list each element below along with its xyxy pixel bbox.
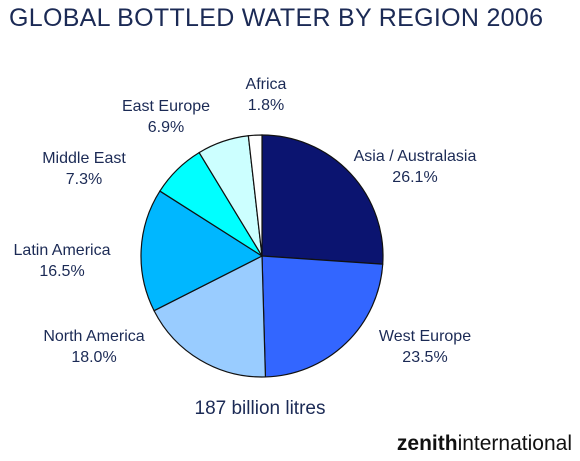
slice-label-north-america: North America 18.0% (43, 326, 144, 368)
logo-bold-text: zenith (396, 432, 458, 455)
slice-name: East Europe (121, 98, 211, 115)
pie-slice-asia-australasia (261, 134, 384, 265)
slice-value: 23.5% (402, 349, 448, 366)
slice-name: Middle East (42, 150, 126, 167)
pie-slice-north-america (153, 255, 267, 378)
slice-name: North America (43, 328, 145, 345)
slice-label-east-europe: East Europe 6.9% (122, 96, 210, 138)
chart-title: GLOBAL BOTTLED WATER BY REGION 2006 (9, 4, 544, 32)
slice-name: Latin America (13, 242, 111, 259)
pie-slice-africa (247, 134, 263, 257)
slice-label-middle-east: Middle East 7.3% (42, 148, 126, 190)
total-volume-note: 187 billion litres (194, 398, 326, 419)
logo-light-text: international (457, 432, 572, 455)
slice-label-west-europe: West Europe 23.5% (379, 326, 471, 368)
slice-name: Asia / Australasia (353, 148, 477, 165)
slice-label-asia-australasia: Asia / Australasia 26.1% (354, 146, 477, 188)
pie-slice-west-europe (261, 255, 384, 378)
slice-label-latin-america: Latin America 16.5% (14, 240, 111, 282)
zenith-logo: zenithinternational (397, 432, 572, 456)
slice-value: 6.9% (147, 119, 185, 136)
slice-value: 26.1% (392, 169, 438, 186)
slice-value: 16.5% (39, 263, 85, 280)
slice-value: 18.0% (71, 349, 117, 366)
slice-name: West Europe (378, 328, 472, 345)
slice-value: 7.3% (65, 171, 103, 188)
slice-name: Africa (245, 76, 287, 93)
pie-slice-latin-america (140, 190, 264, 312)
slice-label-africa: Africa 1.8% (246, 74, 287, 116)
slice-value: 1.8% (247, 97, 285, 114)
